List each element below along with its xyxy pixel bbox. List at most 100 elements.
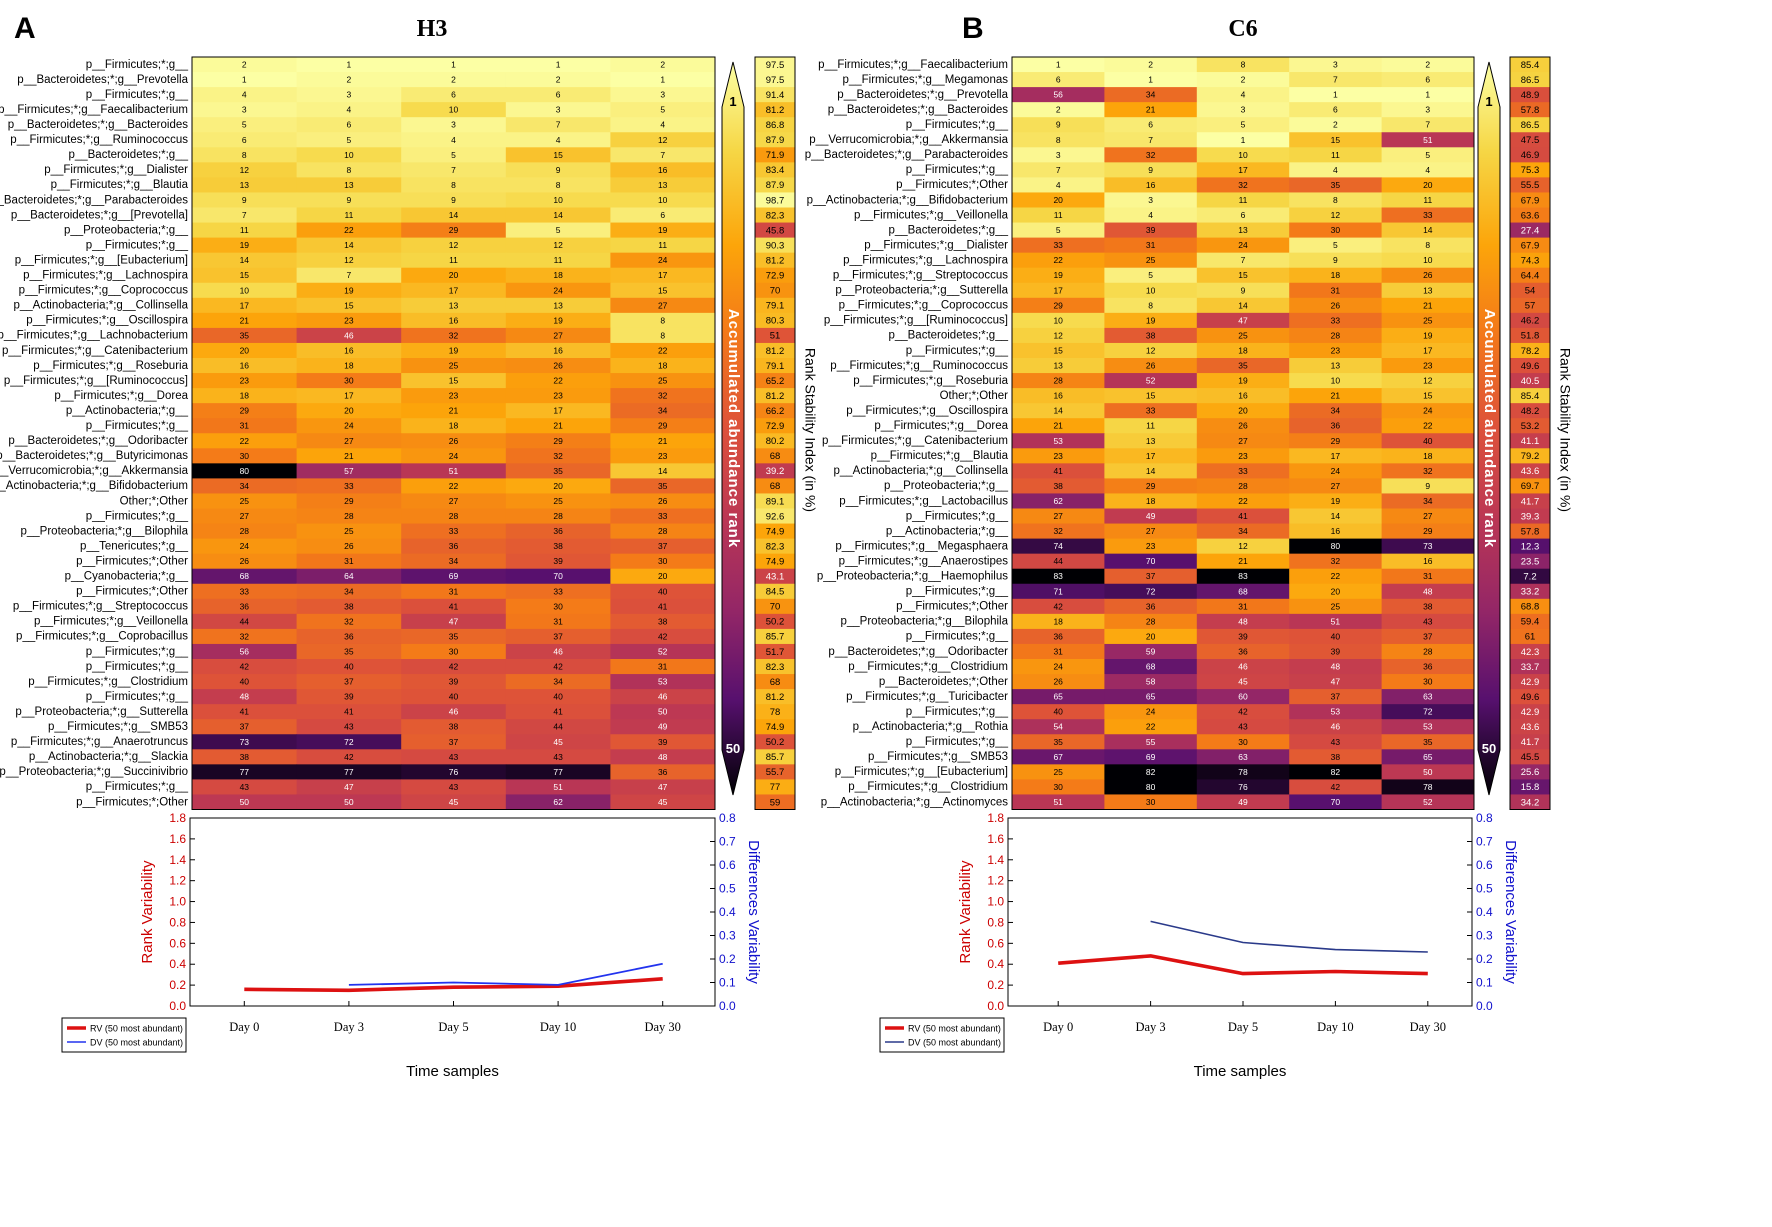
heatmap-cell bbox=[1104, 192, 1198, 208]
heatmap-cell-label: 26 bbox=[1331, 300, 1341, 310]
heatmap-cell-label: 19 bbox=[553, 315, 563, 325]
row-label: p__Firmicutes;*;g__ bbox=[906, 586, 1009, 598]
rsi-value: 64.4 bbox=[1521, 271, 1540, 282]
heatmap-cell bbox=[401, 719, 507, 735]
row-label: p__Firmicutes;*;g__Clostridium bbox=[848, 781, 1008, 793]
heatmap-cell-label: 2 bbox=[1148, 60, 1153, 70]
rsi-value: 59.4 bbox=[1521, 617, 1540, 628]
heatmap-cell bbox=[401, 87, 507, 103]
right-tick-label: 0.4 bbox=[719, 905, 736, 919]
heatmap-cell-label: 39 bbox=[1238, 631, 1248, 641]
rsi-value: 68 bbox=[770, 677, 781, 688]
heatmap-cell bbox=[1381, 508, 1475, 525]
rsi-cell bbox=[1510, 207, 1550, 224]
heatmap-cell bbox=[1381, 493, 1475, 509]
heatmap-cell-label: 8 bbox=[1241, 60, 1246, 70]
rsi-value: 90.3 bbox=[766, 240, 785, 251]
heatmap-cell-label: 7 bbox=[1425, 120, 1430, 130]
heatmap-cell bbox=[192, 448, 298, 464]
row-label: p__Firmicutes;*;g__Veillonella bbox=[854, 209, 1009, 221]
row-label: p__Firmicutes;*;g__Turicibacter bbox=[846, 691, 1008, 703]
row-label: p__Firmicutes;*;g__ bbox=[86, 661, 189, 673]
rsi-cell bbox=[1510, 403, 1550, 419]
heatmap-cell bbox=[401, 192, 507, 208]
heatmap-cell bbox=[296, 643, 402, 660]
row-label: p__Firmicutes;*;g__ bbox=[906, 345, 1009, 357]
row-label: p__Bacteroidetes;*;g__Bacteroides bbox=[828, 104, 1009, 116]
heatmap-cell bbox=[505, 237, 611, 254]
rsi-cell bbox=[755, 72, 795, 88]
heatmap-cell bbox=[1012, 207, 1105, 224]
rsi-value: 67.9 bbox=[1521, 195, 1540, 206]
heatmap-cell bbox=[401, 493, 507, 509]
rsi-value: 72.9 bbox=[766, 271, 785, 282]
heatmap-cell-label: 36 bbox=[1423, 662, 1433, 672]
heatmap-cell-label: 17 bbox=[1238, 165, 1248, 175]
rsi-value: 86.5 bbox=[1521, 75, 1540, 86]
rsi-cell bbox=[755, 312, 795, 329]
row-label: p__Actinobacteria;*;g__Slackia bbox=[29, 751, 189, 763]
heatmap-cell-label: 36 bbox=[240, 601, 250, 611]
row-label: p__Firmicutes;*;Other bbox=[76, 586, 188, 598]
heatmap-cell-label: 10 bbox=[1146, 285, 1156, 295]
heatmap-cell-label: 11 bbox=[449, 255, 458, 265]
heatmap-cell-label: 42 bbox=[344, 752, 354, 762]
rsi-value: 85.7 bbox=[766, 752, 785, 763]
rsi-value: 74.3 bbox=[1521, 255, 1540, 266]
heatmap-cell bbox=[1012, 689, 1105, 705]
heatmap-cell bbox=[610, 448, 716, 464]
heatmap-cell bbox=[1196, 538, 1290, 555]
heatmap-cell bbox=[1104, 132, 1198, 148]
heatmap-cell-label: 27 bbox=[1423, 511, 1433, 521]
heatmap-cell bbox=[1104, 327, 1198, 344]
rsi-cell bbox=[1510, 448, 1550, 464]
rsi-value: 74.9 bbox=[766, 722, 785, 733]
rsi-value: 78.2 bbox=[1521, 346, 1540, 357]
left-tick-label: 1.6 bbox=[169, 832, 186, 846]
rsi-cell bbox=[755, 418, 795, 434]
row-label: p__Firmicutes;*;g__[Ruminococcus] bbox=[4, 375, 188, 387]
row-label: p__Bacteroidetes;*;g__ bbox=[888, 224, 1008, 236]
rsi-cell bbox=[755, 568, 795, 585]
x-tick-label: Day 0 bbox=[229, 1020, 259, 1034]
heatmap-cell bbox=[401, 523, 507, 540]
heatmap-cell bbox=[1289, 448, 1383, 464]
heatmap-cell bbox=[1104, 102, 1198, 118]
row-label: p__Firmicutes;*;g__ bbox=[906, 164, 1009, 176]
heatmap-cell-label: 4 bbox=[660, 120, 665, 130]
heatmap-cell bbox=[1289, 403, 1383, 419]
heatmap-cell-label: 19 bbox=[1238, 376, 1248, 386]
heatmap-cell-label: 7 bbox=[1148, 135, 1153, 145]
heatmap-cell bbox=[505, 117, 611, 133]
row-label: p__Firmicutes;*;g__Blautia bbox=[51, 179, 189, 191]
heatmap-cell bbox=[401, 358, 507, 374]
heatmap-cell-label: 55 bbox=[1146, 737, 1156, 747]
panel-h3: H3p__Firmicutes;*;g__ 2 1 1 1 2 97.5p__Bactero… bbox=[0, 16, 818, 1080]
rv-series-line bbox=[244, 977, 663, 993]
heatmap-cell-label: 21 bbox=[658, 436, 668, 446]
heatmap-cell-label: 31 bbox=[658, 662, 668, 672]
row-label: p__Firmicutes;*;Other bbox=[76, 796, 188, 808]
heatmap-cell-label: 59 bbox=[1146, 646, 1156, 656]
rsi-value: 74.9 bbox=[766, 556, 785, 567]
row-label: p__Firmicutes;*;g__Coprococcus bbox=[839, 300, 1009, 312]
heatmap-cell bbox=[1104, 689, 1198, 705]
rsi-cell bbox=[1510, 373, 1550, 389]
heatmap-cell-label: 11 bbox=[658, 240, 667, 250]
rsi-value: 48.2 bbox=[1521, 406, 1540, 417]
heatmap-cell-label: 18 bbox=[1238, 345, 1248, 355]
heatmap-cell bbox=[610, 57, 716, 73]
heatmap-cell bbox=[1012, 192, 1105, 208]
heatmap-cell-label: 4 bbox=[1241, 90, 1246, 100]
heatmap-cell-label: 76 bbox=[1238, 782, 1248, 792]
rsi-value: 82.3 bbox=[766, 662, 785, 673]
rsi-value: 47.5 bbox=[1521, 135, 1540, 146]
heatmap-cell-label: 62 bbox=[553, 797, 563, 807]
heatmap-cell-label: 63 bbox=[1238, 752, 1248, 762]
heatmap-cell bbox=[192, 207, 298, 224]
heatmap-cell-label: 32 bbox=[449, 330, 459, 340]
heatmap-cell bbox=[296, 72, 402, 88]
heatmap-cell-label: 5 bbox=[1241, 120, 1246, 130]
heatmap-cell bbox=[1196, 192, 1290, 208]
